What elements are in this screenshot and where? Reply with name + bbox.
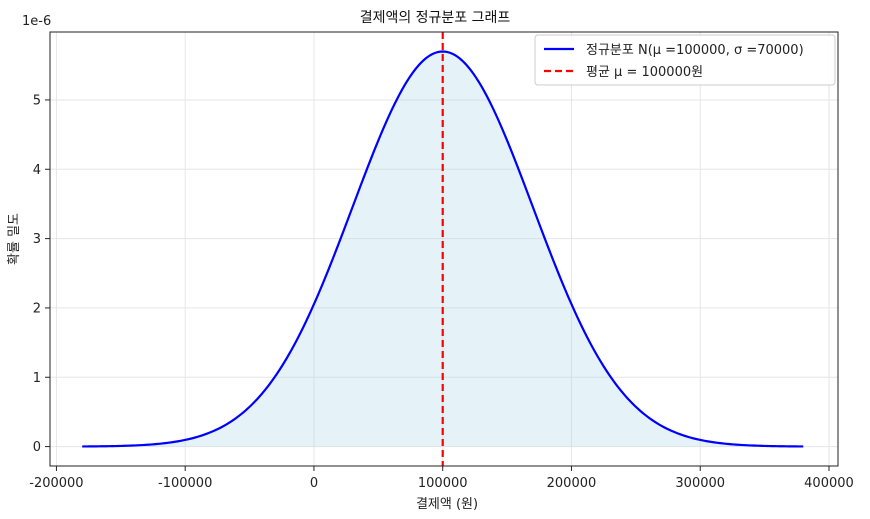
x-tick-label: 300000 bbox=[675, 476, 725, 491]
y-axis: 0 1 2 3 4 5 bbox=[33, 93, 50, 455]
x-tick-label: -200000 bbox=[29, 476, 83, 491]
y-axis-label: 확률 밀도 bbox=[7, 213, 22, 265]
x-axis-label: 결제액 (원) bbox=[416, 497, 478, 512]
x-tick-label: 400000 bbox=[804, 476, 854, 491]
legend: 정규분포 N(μ =100000, σ =70000) 평균 μ = 10000… bbox=[534, 34, 836, 86]
y-tick-label: 1 bbox=[33, 371, 41, 386]
x-tick-label: 200000 bbox=[547, 476, 597, 491]
curve-fill-area bbox=[82, 51, 804, 447]
legend-label-mean: 평균 μ = 100000원 bbox=[586, 65, 703, 80]
y-scale-offset-label: 1e-6 bbox=[22, 14, 51, 29]
chart-title: 결제액의 정규분포 그래프 bbox=[360, 10, 511, 26]
legend-box bbox=[534, 34, 836, 86]
y-tick-label: 4 bbox=[33, 163, 41, 178]
plot-area bbox=[50, 32, 838, 466]
x-tick-label: -100000 bbox=[158, 476, 212, 491]
y-tick-label: 0 bbox=[33, 440, 41, 455]
plot-frame bbox=[49, 31, 839, 467]
x-axis: -200000 -100000 0 100000 200000 300000 400000 bbox=[29, 466, 854, 491]
y-tick-label: 2 bbox=[33, 301, 41, 316]
legend-label-curve: 정규분포 N(μ =100000, σ =70000) bbox=[586, 43, 804, 58]
grid bbox=[50, 32, 838, 466]
y-tick-label: 5 bbox=[33, 93, 41, 108]
x-tick-label: 100000 bbox=[418, 476, 468, 491]
x-tick-label: 0 bbox=[310, 476, 318, 491]
normal-curve-line bbox=[82, 50, 804, 448]
y-tick-label: 3 bbox=[33, 232, 41, 247]
